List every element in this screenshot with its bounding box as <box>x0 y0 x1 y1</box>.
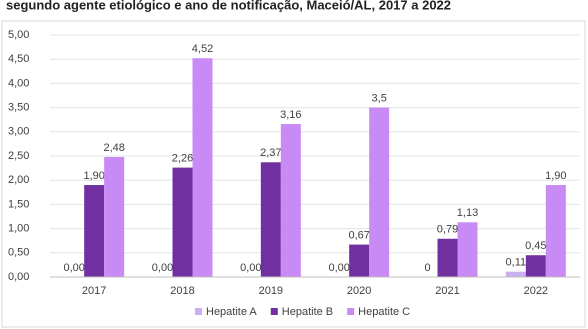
bar <box>437 238 458 277</box>
value-label: 2,26 <box>172 153 193 165</box>
bar <box>349 244 370 277</box>
value-label: 3,5 <box>372 93 387 105</box>
bar <box>260 162 281 277</box>
value-label: 4,52 <box>192 43 213 55</box>
x-tick-label: 2017 <box>82 285 106 297</box>
bar <box>369 107 390 277</box>
value-label: 1,13 <box>457 207 478 219</box>
value-label: 0,00 <box>152 262 173 274</box>
value-label: 0,00 <box>63 262 84 274</box>
x-tick-label: 2022 <box>524 285 548 297</box>
legend-label: Hepatite B <box>282 306 333 318</box>
value-label: 3,16 <box>280 109 301 121</box>
value-label: 0,45 <box>525 240 546 252</box>
x-tick-label: 2019 <box>259 285 283 297</box>
bar <box>505 271 526 277</box>
bar <box>84 185 105 277</box>
bar <box>104 156 125 277</box>
y-tick-label: 3,00 <box>8 126 29 138</box>
chart-border <box>1 20 586 328</box>
bar <box>192 58 213 278</box>
bar <box>545 185 566 277</box>
x-tick-label: 2018 <box>170 285 194 297</box>
bar <box>525 255 546 277</box>
legend-label: Hepatite C <box>358 306 410 318</box>
legend-swatch <box>347 308 355 315</box>
value-label: 0,00 <box>328 262 349 274</box>
value-label: 0 <box>424 262 430 274</box>
legend-label: Hepatite A <box>206 306 257 318</box>
y-tick-label: 0,00 <box>8 271 29 283</box>
y-tick-label: 1,00 <box>8 223 29 235</box>
bar <box>172 167 193 277</box>
y-tick-label: 4,00 <box>8 77 29 89</box>
value-label: 0,79 <box>437 224 458 236</box>
y-tick-label: 4,50 <box>8 53 29 65</box>
chart-title: segundo agente etiológico e ano de notif… <box>6 0 451 12</box>
y-tick-label: 2,00 <box>8 174 29 186</box>
x-tick-label: 2020 <box>347 285 371 297</box>
value-label: 0,00 <box>240 262 261 274</box>
y-tick-label: 2,50 <box>8 150 29 162</box>
y-tick-label: 0,50 <box>8 247 29 259</box>
bar <box>280 124 301 277</box>
value-label: 0,67 <box>348 229 369 241</box>
bar <box>457 222 478 277</box>
y-tick-label: 5,00 <box>8 29 29 41</box>
y-tick-label: 3,50 <box>8 102 29 114</box>
legend-swatch <box>270 308 278 315</box>
legend-swatch <box>195 308 202 315</box>
value-label: 1,90 <box>545 170 566 182</box>
x-tick-label: 2021 <box>435 285 459 297</box>
value-label: 2,37 <box>260 147 281 159</box>
value-label: 0,11 <box>506 257 527 269</box>
value-label: 2,48 <box>103 142 124 154</box>
y-tick-label: 1,50 <box>8 198 29 210</box>
value-label: 1,90 <box>83 170 104 182</box>
